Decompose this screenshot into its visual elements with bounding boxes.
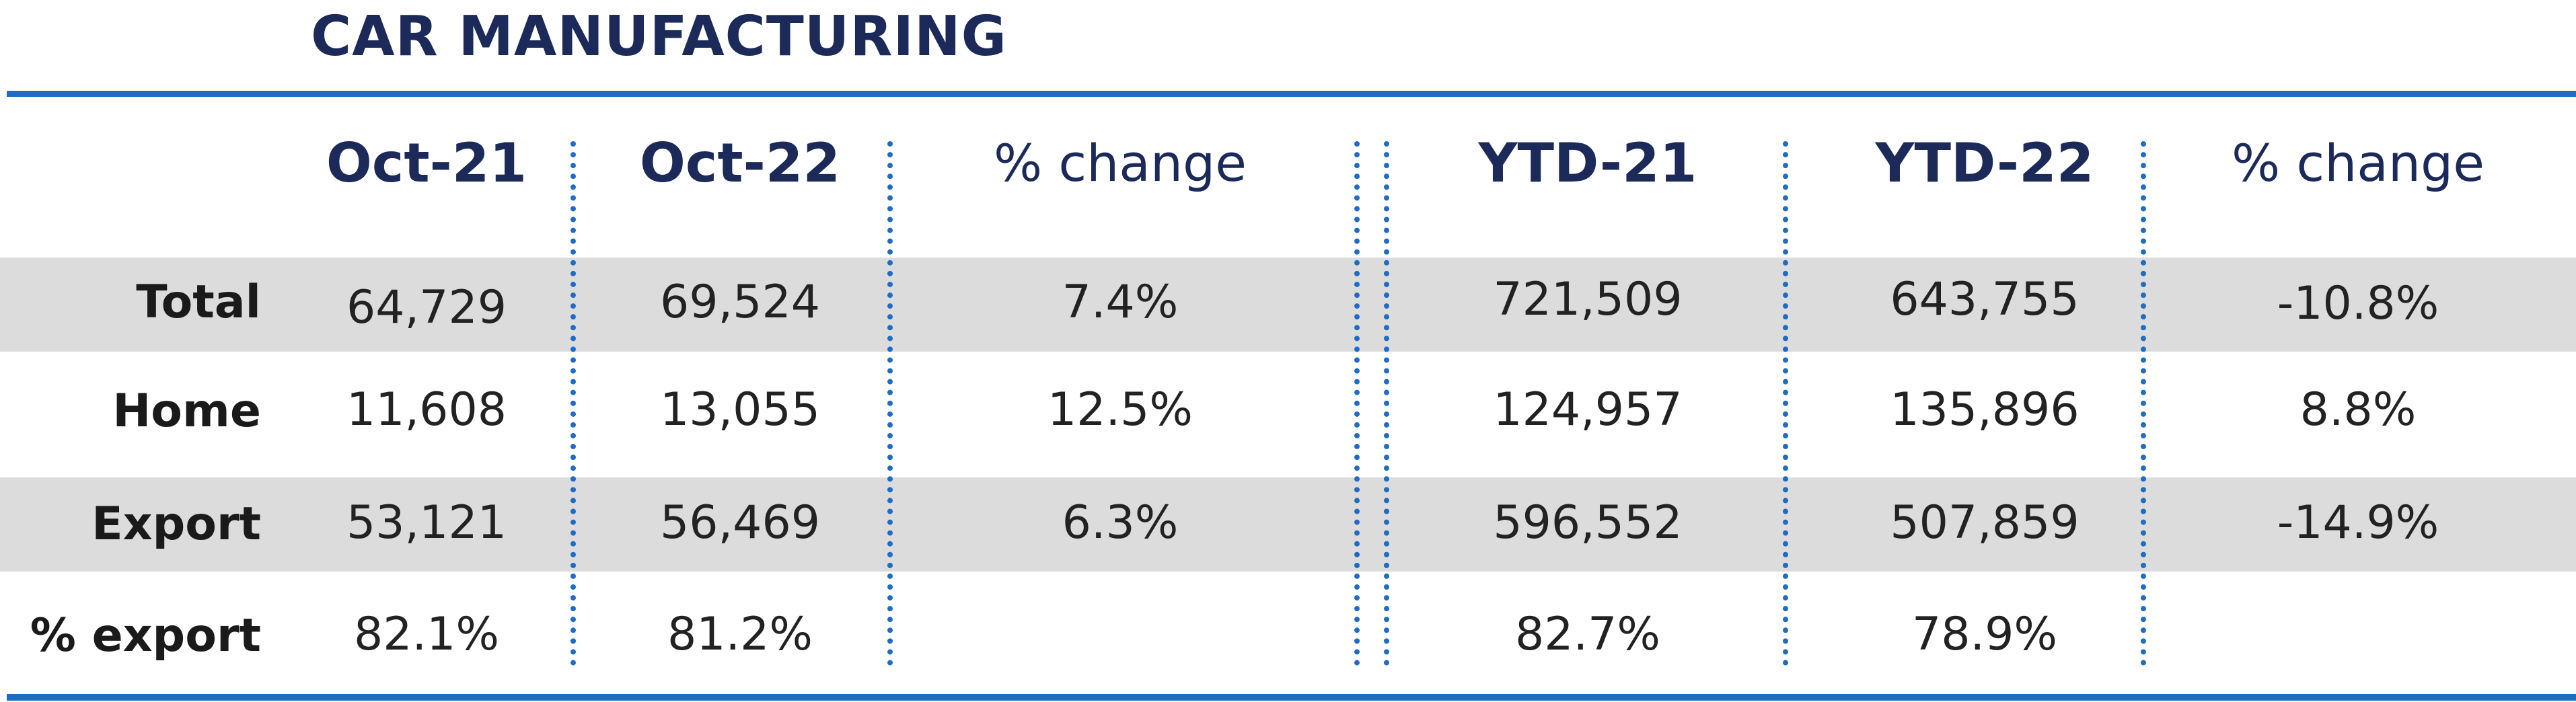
col-header-pct-change-ytd: % change — [2231, 133, 2485, 193]
table-cell: 53,121 — [346, 496, 507, 549]
row-label-home: Home — [112, 385, 261, 438]
table-cell: -14.9% — [2277, 496, 2439, 549]
table-cell: 507,859 — [1890, 496, 2080, 549]
table-cell: -10.8% — [2277, 277, 2439, 330]
column-separator — [1783, 141, 1788, 666]
table-cell: 7.4% — [1062, 276, 1179, 329]
column-separator — [887, 141, 893, 666]
row-shade-total — [0, 258, 2576, 352]
column-separator — [2141, 141, 2146, 666]
table-cell: 11,608 — [346, 383, 507, 436]
table-cell — [2139, 588, 2576, 682]
row-shade-export — [0, 477, 2576, 572]
col-header-oct-21: Oct-21 — [326, 132, 527, 194]
col-header-pct-change-month: % change — [993, 133, 1247, 193]
table-cell: 643,755 — [1890, 273, 2080, 326]
table-cell: 721,509 — [1493, 273, 1683, 326]
table-cell: 13,055 — [660, 383, 820, 436]
column-separator — [571, 141, 576, 666]
table-cell: 78.9% — [1911, 608, 2058, 661]
col-header-ytd-22: YTD-22 — [1875, 132, 2094, 194]
table-cell: 135,896 — [1890, 383, 2080, 436]
table-cell: 81.2% — [667, 608, 813, 661]
table-cell: 124,957 — [1493, 383, 1683, 436]
row-label-pct-export: % export — [30, 609, 261, 662]
page-title: CAR MANUFACTURING — [311, 5, 1007, 69]
bottom-rule — [7, 694, 2576, 701]
top-rule — [7, 91, 2576, 97]
table-cell: 12.5% — [1047, 383, 1193, 436]
table-cell: 82.7% — [1514, 608, 1661, 661]
col-header-ytd-21: YTD-21 — [1478, 132, 1697, 194]
row-label-export: Export — [91, 498, 261, 551]
table-cell: 64,729 — [346, 281, 507, 334]
table-cell: 56,469 — [660, 496, 820, 549]
table-cell — [888, 588, 1352, 682]
row-label-total: Total — [136, 276, 261, 329]
col-header-oct-22: Oct-22 — [639, 132, 841, 194]
table-cell: 8.8% — [2299, 383, 2417, 436]
table-cell: 6.3% — [1062, 496, 1179, 549]
table-cell: 69,524 — [660, 276, 820, 329]
table-cell: 82.1% — [353, 608, 500, 661]
column-separator — [1384, 141, 1389, 666]
table-cell: 596,552 — [1493, 496, 1683, 549]
column-separator — [1354, 141, 1360, 666]
